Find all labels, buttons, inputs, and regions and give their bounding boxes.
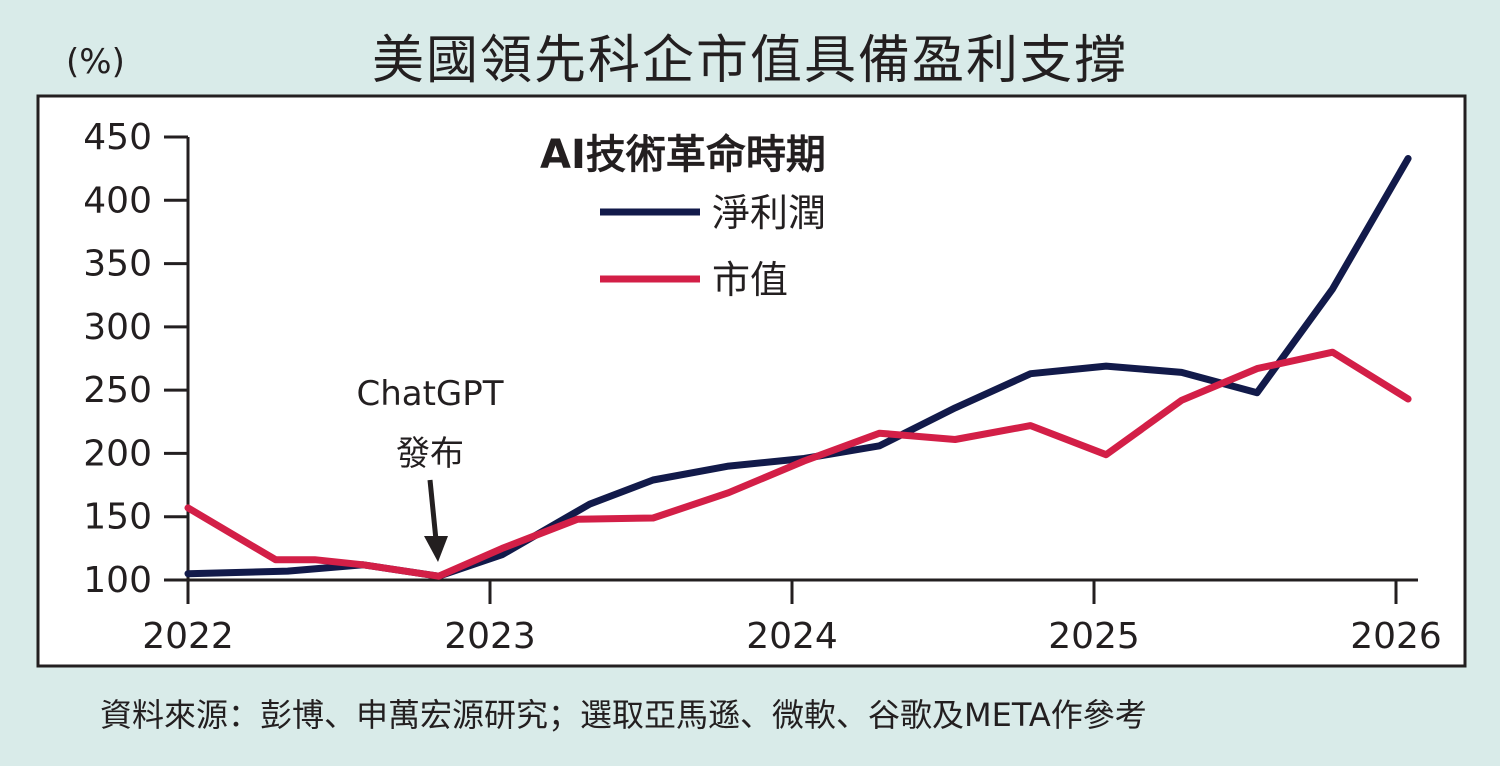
x-tick-label: 2024 bbox=[746, 616, 838, 657]
series-lines bbox=[184, 155, 1412, 580]
series-line-market-cap bbox=[184, 348, 1412, 580]
y-tick-label: 400 bbox=[83, 180, 152, 221]
annotation-arrow bbox=[427, 479, 439, 541]
y-tick-label: 450 bbox=[83, 117, 152, 158]
y-axis-unit: (%) bbox=[66, 42, 125, 82]
legend-label-profit: 淨利潤 bbox=[712, 191, 826, 235]
chatgpt-annotation: ChatGPT 發布 bbox=[356, 374, 504, 562]
annotation-line2: 發布 bbox=[396, 434, 464, 474]
annotation-line1: ChatGPT bbox=[356, 374, 503, 414]
y-tick-label: 300 bbox=[83, 307, 152, 348]
source-note: 資料來源：彭博、申萬宏源研究；選取亞馬遜、微軟、谷歌及META作參考 bbox=[100, 696, 1147, 734]
axes: 100 150 200 250 300 350 400 450 2022 2023 2024 2025… bbox=[83, 117, 1442, 657]
legend-label-market-cap: 市值 bbox=[712, 258, 788, 302]
annotation-arrowhead bbox=[424, 536, 448, 562]
legend-title: AI技術革命時期 bbox=[540, 132, 826, 178]
y-tick-label: 350 bbox=[83, 244, 152, 285]
x-tick-label: 2025 bbox=[1048, 616, 1140, 657]
legend: AI技術革命時期 淨利潤 市值 bbox=[540, 132, 826, 302]
x-tick-label: 2026 bbox=[1350, 616, 1442, 657]
y-tick-label: 250 bbox=[83, 370, 152, 411]
y-tick-label: 150 bbox=[83, 497, 152, 538]
y-tick-label: 100 bbox=[83, 560, 152, 601]
y-tick-label: 200 bbox=[83, 433, 152, 474]
x-tick-label: 2023 bbox=[444, 616, 536, 657]
chart-title: 美國領先科企市值具備盈利支撐 bbox=[371, 31, 1128, 91]
x-tick-label: 2022 bbox=[142, 616, 234, 657]
